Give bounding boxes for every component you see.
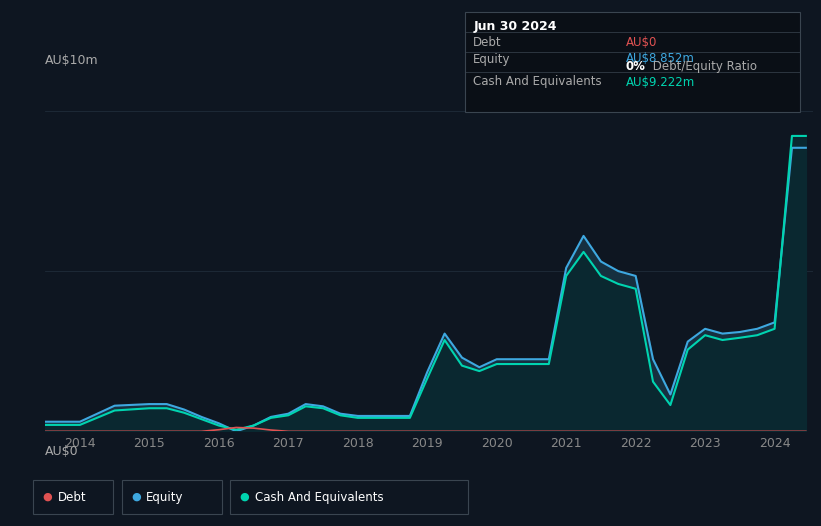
Text: Debt/Equity Ratio: Debt/Equity Ratio bbox=[649, 60, 757, 73]
Text: Equity: Equity bbox=[146, 491, 184, 503]
Text: 0%: 0% bbox=[626, 60, 645, 73]
Text: AU$0: AU$0 bbox=[626, 35, 657, 48]
Text: Cash And Equivalents: Cash And Equivalents bbox=[473, 76, 602, 88]
Text: AU$8.852m: AU$8.852m bbox=[626, 53, 695, 66]
Text: Jun 30 2024: Jun 30 2024 bbox=[473, 21, 557, 34]
Text: AU$0: AU$0 bbox=[45, 446, 79, 459]
Text: AU$9.222m: AU$9.222m bbox=[626, 76, 695, 88]
Text: ●: ● bbox=[240, 492, 250, 502]
Text: ●: ● bbox=[131, 492, 141, 502]
Text: Debt: Debt bbox=[473, 35, 502, 48]
Text: ●: ● bbox=[43, 492, 53, 502]
Text: Debt: Debt bbox=[57, 491, 86, 503]
Text: Equity: Equity bbox=[473, 53, 511, 66]
Text: AU$10m: AU$10m bbox=[45, 54, 99, 67]
Text: Cash And Equivalents: Cash And Equivalents bbox=[255, 491, 383, 503]
